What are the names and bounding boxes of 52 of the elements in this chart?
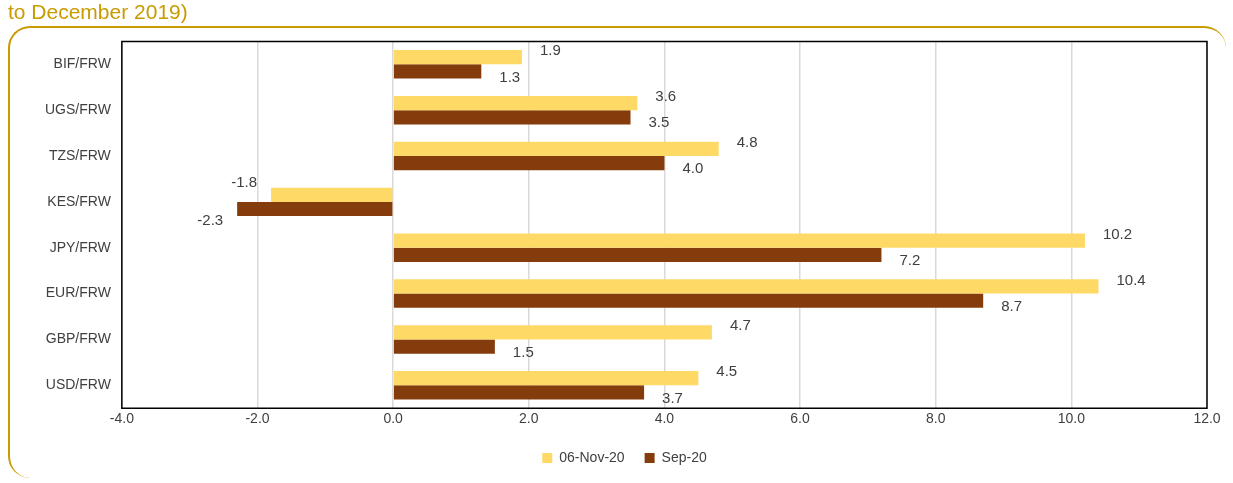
bar <box>271 187 393 202</box>
bar <box>393 95 638 111</box>
data-label: 3.7 <box>662 388 683 406</box>
bar <box>393 385 645 400</box>
bar <box>393 279 1099 294</box>
bar <box>393 293 984 308</box>
legend-label: 06-Nov-20 <box>559 448 625 465</box>
y-tick-label: USD/FRW <box>45 376 112 393</box>
bar <box>393 339 495 354</box>
bar <box>393 247 882 262</box>
data-label: 1.5 <box>512 342 534 360</box>
data-label: 8.7 <box>1001 296 1023 314</box>
bar <box>393 141 719 157</box>
bar <box>393 50 522 65</box>
data-label: 1.3 <box>499 67 521 85</box>
x-tick-label: 2.0 <box>519 410 539 427</box>
data-label: 7.2 <box>899 250 921 268</box>
data-label: 4.7 <box>729 316 751 334</box>
data-label: 4.5 <box>716 362 738 380</box>
data-label: 4.8 <box>736 133 758 151</box>
chart-title: to December 2019) <box>8 0 188 24</box>
data-label: 3.6 <box>655 87 677 105</box>
data-label: 3.5 <box>648 113 670 131</box>
bar <box>393 64 482 79</box>
bar <box>393 233 1085 248</box>
data-label: 4.0 <box>682 159 704 177</box>
bar <box>393 156 665 171</box>
data-label: 10.4 <box>1116 270 1146 288</box>
bar <box>393 371 699 386</box>
y-tick-label: BIF/FRW <box>53 55 112 72</box>
bar <box>393 110 631 125</box>
data-label: -1.8 <box>231 172 258 190</box>
x-tick-label: 0.0 <box>383 410 404 427</box>
x-tick-label: 8.0 <box>925 410 946 427</box>
y-tick-label: GBP/FRW <box>45 330 112 347</box>
x-tick-label: 12.0 <box>1193 410 1221 427</box>
y-tick-label: KES/FRW <box>47 192 112 209</box>
x-tick-label: 4.0 <box>654 410 675 427</box>
x-tick-label: -2.0 <box>245 410 270 427</box>
data-label: 10.2 <box>1102 224 1133 242</box>
legend-label: Sep-20 <box>661 448 707 465</box>
y-tick-label: UGS/FRW <box>44 101 112 118</box>
data-label: -2.3 <box>197 211 224 229</box>
y-tick-label: JPY/FRW <box>49 238 112 255</box>
y-tick-label: TZS/FRW <box>48 146 112 163</box>
x-tick-label: -4.0 <box>109 410 135 427</box>
x-tick-label: 10.0 <box>1057 410 1086 427</box>
y-tick-label: EUR/FRW <box>45 284 112 301</box>
x-tick-label: 6.0 <box>790 410 811 427</box>
bar <box>237 201 393 217</box>
data-label: 1.9 <box>540 41 561 59</box>
bar <box>393 325 712 340</box>
